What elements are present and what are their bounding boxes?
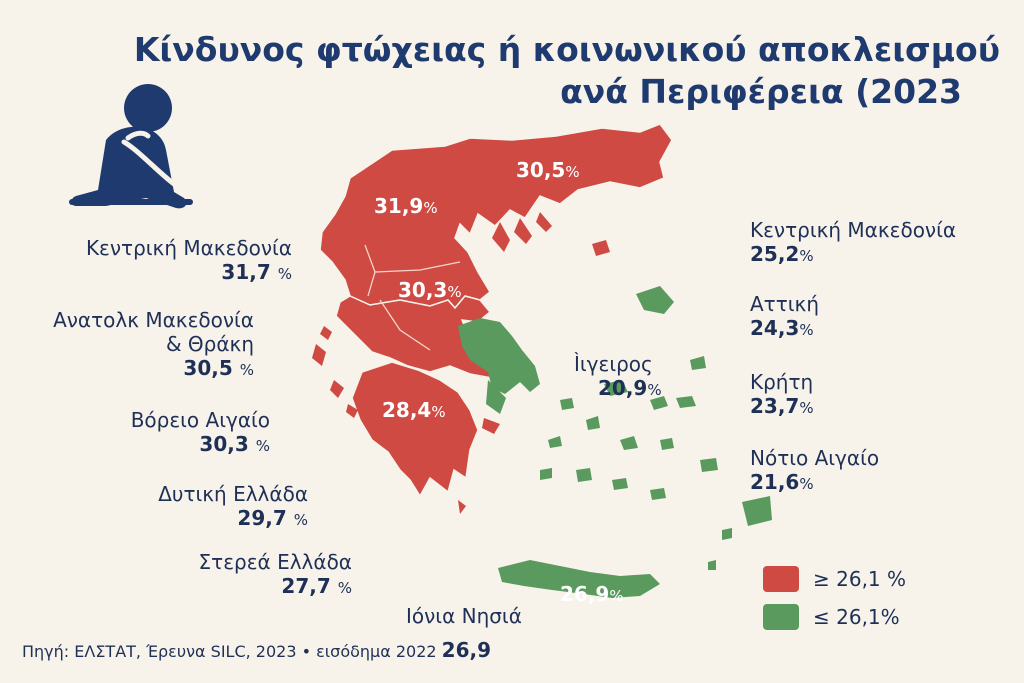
region-value: 29,7 % [237, 506, 308, 530]
map-label-macedonia: 31,9% [374, 194, 438, 218]
map-label-crete: 26,9% [560, 582, 624, 606]
region-name: Δυτική Ελλάδα [158, 482, 308, 506]
region-value: 27,7 % [281, 574, 352, 598]
region-peloponnese [351, 361, 479, 498]
source-note: Πηγή: ΕΛΣΤΑΤ, Έρευνα SILC, 2023 • εισόδη… [22, 638, 492, 662]
region-value: 30,3 % [199, 432, 270, 456]
right-label-1: Κεντρική Μακεδονία 25,2% [750, 218, 956, 266]
left-label-2: Ανατολκ Μακεδονία & Θράκη 30,5 % [53, 308, 254, 380]
left-label-4: Δυτική Ελλάδα 29,7 % [158, 482, 308, 530]
region-name: Βόρειο Αιγαίο [130, 408, 270, 432]
region-name: Ανατολκ Μακεδονία [53, 308, 254, 332]
title-line-2: ανά Περιφέρεια (2023 [560, 72, 962, 111]
region-value: 25,2% [750, 242, 814, 266]
legend-item-low: ≤ 26,1% [763, 604, 906, 630]
map-label-thessaly: 30,3% [398, 278, 462, 302]
region-attica-evia [458, 318, 540, 394]
region-name-2: & Θράκη [165, 332, 254, 356]
region-name: Αττική [750, 292, 819, 316]
region-name: Κρήτη [750, 370, 814, 394]
region-value: 20,9% [598, 376, 662, 400]
region-value: 31,7 % [221, 260, 292, 284]
region-name: Νότιο Αιγαίο [750, 446, 880, 470]
region-name: Κεντρική Μακεδονία [85, 236, 292, 260]
region-name: Στερεά Ελλάδα [198, 550, 352, 574]
left-label-5: Στερεά Ελλάδα 27,7 % [199, 550, 352, 598]
region-value: 21,6% [750, 470, 814, 494]
legend-item-high: ≥ 26,1 % [763, 566, 906, 592]
legend: ≥ 26,1 % ≤ 26,1% [763, 566, 906, 642]
map-label-peloponnese: 28,4% [382, 398, 446, 422]
left-label-1: Κεντρική Μακεδονία 31,7 % [86, 236, 292, 284]
region-value: 23,7% [750, 394, 814, 418]
region-value: 30,5 % [183, 356, 254, 380]
right-label-2: Αττική 24,3% [750, 292, 819, 340]
legend-swatch-low [763, 604, 799, 630]
title-line-1: Κίνδυνος φτώχειας ή κοινωνικού αποκλεισμ… [133, 30, 1000, 69]
left-label-3: Βόρειο Αιγαίο 30,3 % [131, 408, 270, 456]
region-north [319, 123, 673, 310]
center-label: Ìιγειρος 20,9% [574, 352, 662, 400]
map-label-thrace: 30,5% [516, 158, 580, 182]
region-name: Κεντρική Μακεδονία [750, 218, 957, 242]
region-crete [498, 560, 660, 598]
right-label-3: Κρήτη 23,7% [750, 370, 814, 418]
region-name: Ìιγειρος [574, 352, 653, 376]
region-value: 24,3% [750, 316, 814, 340]
legend-swatch-high [763, 566, 799, 592]
sad-person-icon [69, 84, 193, 209]
right-label-4: Νότιο Αιγαίο 21,6% [750, 446, 879, 494]
ionia-label: Ιόνια Νησιά [406, 604, 522, 628]
